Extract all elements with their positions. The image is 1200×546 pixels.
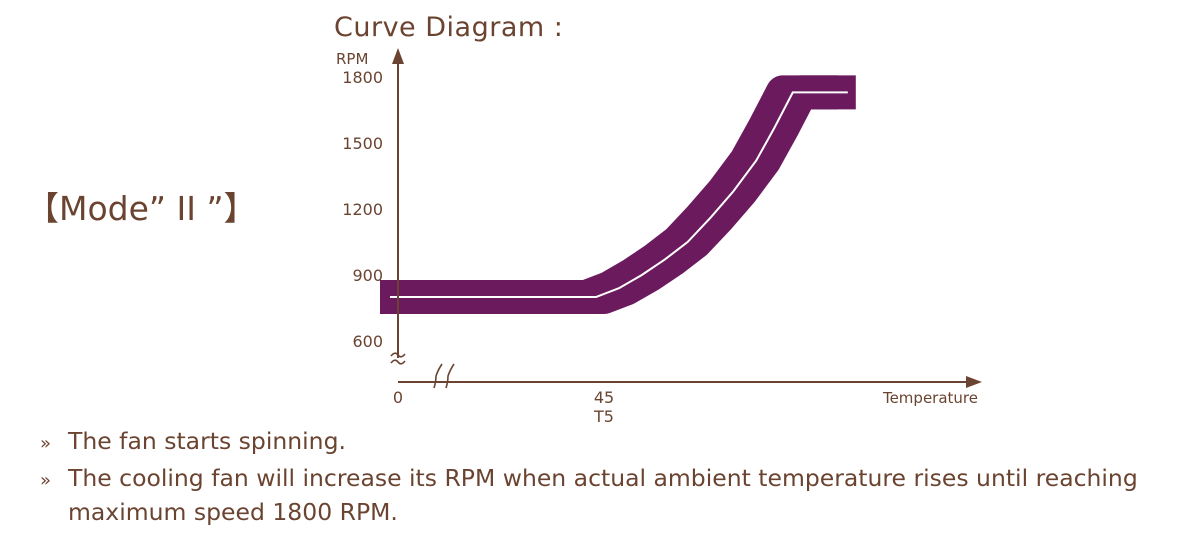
curve-center-line [390,91,848,298]
curve-band-lower [398,75,856,314]
x-tick-sublabel: T5 [593,407,614,426]
y-tick-label: 900 [352,266,383,285]
x-axis-label: Temperature [882,389,978,407]
x-axis-break [433,363,455,389]
note-text: The fan starts spinning. [68,427,346,455]
note-item: » The fan starts spinning. [40,424,1180,461]
y-axis-label: RPM [336,50,368,68]
y-tick-label: 1500 [342,134,383,153]
note-item: » The cooling fan will increase its RPM … [40,461,1180,529]
y-tick-label: 1800 [342,68,383,87]
chart-title: Curve Diagram : [334,12,564,43]
y-tick-label: 600 [352,332,383,351]
note-bullet: » [40,470,52,491]
x-tick-label: 45 [594,388,614,407]
note-text: The cooling fan will increase its RPM wh… [68,464,1138,526]
x-axis-arrow [966,376,982,388]
y-axis-arrow [392,48,404,64]
y-tick-label: 1200 [342,200,383,219]
mode-label: 【Mode” II ”】 [26,189,257,228]
max-annotation: (12V) T/max [907,62,981,76]
note-bullet: » [40,433,52,454]
y-axis-break [390,352,406,365]
x-tick-label: 0 [393,388,403,407]
notes-list: » The fan starts spinning. » The cooling… [40,424,1180,529]
